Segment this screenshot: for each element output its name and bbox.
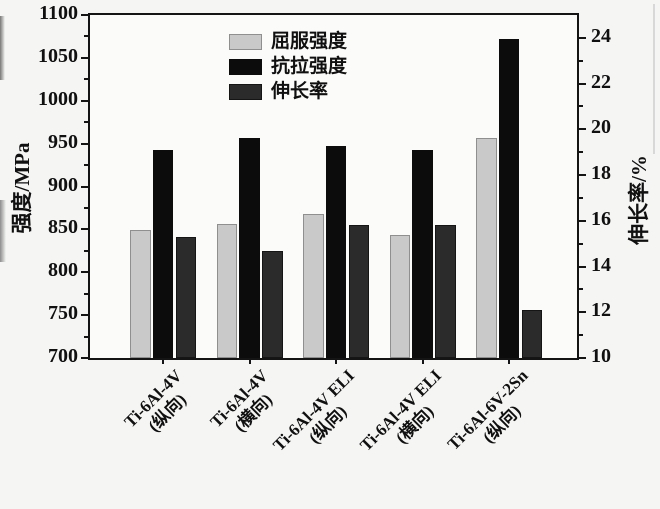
scan-artifact (0, 16, 5, 80)
left-axis-tick-label: 950 (48, 130, 78, 153)
bar-tensile-strength-1 (239, 138, 260, 358)
right-axis-tick (577, 265, 586, 268)
right-axis-tick (577, 174, 586, 177)
left-axis-tick-label: 1050 (38, 44, 78, 67)
right-axis-tick-label: 10 (591, 345, 611, 367)
x-axis-label-4: Ti-6Al-6V-2Sn (纵向) (444, 366, 546, 468)
left-axis-tick (84, 164, 90, 167)
left-axis-tick-label: 1000 (38, 87, 78, 110)
right-axis-tick (577, 311, 586, 314)
right-axis-tick (577, 105, 583, 108)
right-axis-tick (577, 36, 586, 39)
left-axis-tick (84, 335, 90, 338)
left-axis-tick (84, 35, 90, 38)
right-axis-tick-label: 12 (591, 299, 611, 322)
x-axis-tick (421, 358, 424, 364)
left-axis-tick (84, 249, 90, 252)
legend-swatch-yield-strength (229, 34, 262, 51)
legend-label: 伸长率 (271, 80, 329, 102)
left-axis-tick (81, 314, 90, 317)
right-axis-tick-label: 18 (591, 162, 611, 185)
left-axis-tick-label: 700 (48, 345, 78, 367)
right-axis-tick (577, 357, 586, 359)
right-axis-tick-label: 14 (591, 253, 611, 276)
right-axis-tick (577, 82, 586, 85)
x-axis-label-0: Ti-6Al-4V (纵向) (120, 366, 200, 446)
bar-yield-strength-3 (389, 234, 410, 358)
left-axis-tick-label: 1100 (39, 2, 78, 24)
x-axis-tick (335, 358, 337, 364)
left-axis-tick (81, 142, 90, 145)
bar-tensile-strength-3 (412, 149, 433, 358)
right-axis-tick (577, 242, 583, 245)
legend-item-elongation: 伸长率 (229, 80, 347, 103)
left-axis-tick (81, 56, 90, 59)
right-axis-tick-label: 22 (591, 70, 611, 93)
left-axis-tick (84, 78, 90, 81)
left-axis-tick-label: 850 (48, 216, 78, 239)
left-axis-tick (84, 121, 90, 124)
right-axis-tick-label: 16 (591, 207, 611, 230)
right-axis-tick-label: 24 (591, 24, 611, 47)
bar-yield-strength-0 (130, 230, 151, 358)
legend-label: 抗拉强度 (271, 55, 348, 77)
legend-label: 屈服强度 (271, 31, 348, 52)
left-axis-tick-label: 800 (48, 259, 78, 282)
left-axis-tick (81, 228, 90, 231)
bar-elongation-4 (521, 309, 542, 358)
right-axis-tick (577, 334, 583, 337)
right-axis-tick (577, 128, 586, 131)
legend-swatch-elongation (229, 84, 262, 101)
x-axis-tick (162, 358, 164, 364)
left-axis-tick (81, 185, 90, 188)
left-axis-tick (84, 292, 90, 295)
x-axis-label-2: Ti-6Al-4V ELI (纵向) (270, 366, 373, 469)
bar-yield-strength-2 (303, 213, 324, 358)
x-axis-tick (248, 358, 251, 364)
left-axis-tick (81, 14, 90, 16)
right-axis-tick (577, 288, 583, 291)
right-axis-tick (577, 151, 583, 154)
left-axis-tick (81, 271, 90, 274)
x-axis-label-3: Ti-6Al-4V ELI (横向) (356, 366, 459, 469)
left-axis-tick-label: 900 (48, 173, 78, 196)
right-axis-tick-label: 20 (591, 116, 611, 139)
left-axis-tick (81, 357, 90, 359)
legend: 屈服强度抗拉强度伸长率 (229, 31, 348, 107)
bar-tensile-strength-4 (498, 39, 519, 358)
right-axis-tick (577, 219, 586, 222)
left-axis-tick (81, 99, 90, 102)
x-axis-label-1: Ti-6Al-4V (横向) (207, 366, 287, 446)
bar-elongation-2 (348, 225, 369, 358)
bar-tensile-strength-2 (325, 146, 346, 358)
legend-item-yield-strength: 屈服强度 (229, 31, 348, 53)
right-axis-tick (577, 196, 583, 199)
bar-elongation-0 (175, 236, 196, 358)
legend-item-tensile-strength: 抗拉强度 (229, 55, 348, 78)
scan-artifact (653, 4, 655, 154)
bar-tensile-strength-0 (152, 149, 173, 358)
legend-swatch-tensile-strength (229, 59, 262, 76)
bar-elongation-3 (435, 225, 456, 358)
left-axis-tick (84, 206, 90, 209)
left-axis-tick-label: 750 (48, 302, 78, 325)
bar-elongation-1 (262, 250, 283, 358)
bar-yield-strength-4 (476, 137, 497, 358)
bar-yield-strength-1 (216, 224, 237, 358)
x-axis-tick (508, 358, 510, 364)
right-axis-tick (577, 59, 583, 62)
